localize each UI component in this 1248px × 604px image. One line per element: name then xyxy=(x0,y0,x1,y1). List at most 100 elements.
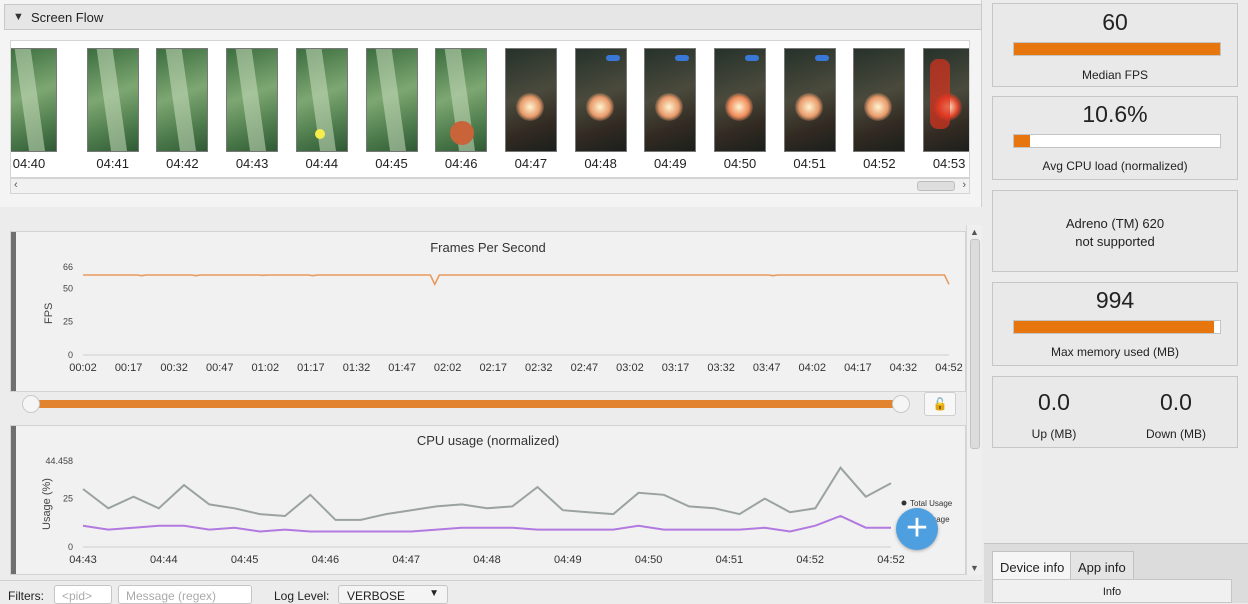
frame-timestamp: 04:43 xyxy=(235,156,269,171)
cpu-x-tick-label: 04:50 xyxy=(635,554,663,566)
scroll-right-icon[interactable]: › xyxy=(962,179,966,191)
cpu-chart-panel: CPU usage (normalized) Usage (%) 44.458 2… xyxy=(10,425,966,575)
range-lock-button[interactable]: 🔓 xyxy=(924,392,956,416)
info-column-header: Info xyxy=(992,579,1232,603)
fps-y-tick-label: 25 xyxy=(63,317,73,327)
fps-x-tick-label: 02:02 xyxy=(434,362,462,374)
cpu-legend-marker xyxy=(901,500,907,506)
fps-x-tick-label: 01:02 xyxy=(252,362,280,374)
frame-timestamp: 04:49 xyxy=(654,156,687,171)
filters-label: Filters: xyxy=(8,589,44,603)
frame-image xyxy=(783,48,836,152)
cpu-series-line xyxy=(82,514,891,533)
fps-x-tick-label: 01:47 xyxy=(388,362,416,374)
fps-x-tick-label: 02:47 xyxy=(571,362,599,374)
frame-image xyxy=(11,48,57,152)
median-fps-bar-fill xyxy=(1014,43,1220,55)
fps-y-tick-label: 50 xyxy=(63,283,73,293)
thumbnail-strip[interactable]: 04:40 04:41 04:42 04:43 04:44 04:45 04:46 04:47… xyxy=(10,40,970,178)
screen-frame-thumbnail[interactable]: 04:45 xyxy=(364,46,420,171)
avg-cpu-bar-fill xyxy=(1014,135,1031,147)
frame-timestamp: 04:52 xyxy=(863,156,896,171)
info-tabs: Device info App info Info xyxy=(984,543,1248,603)
screen-frame-thumbnail[interactable]: 04:41 xyxy=(85,46,141,171)
frame-image xyxy=(714,48,766,152)
panel-drag-handle[interactable] xyxy=(11,232,16,391)
scroll-up-icon[interactable]: ▲ xyxy=(970,227,979,237)
screen-frame-thumbnail[interactable]: 04:53 xyxy=(921,46,969,171)
median-fps-card: 60 Median FPS xyxy=(992,3,1238,87)
scrollbar-thumb[interactable] xyxy=(917,181,955,191)
frame-image xyxy=(295,48,348,152)
vertical-scrollbar[interactable]: ▲ ▼ xyxy=(966,225,982,575)
fps-x-tick-label: 03:47 xyxy=(753,362,781,374)
screen-frame-thumbnail[interactable]: 04:42 xyxy=(154,46,210,171)
max-memory-card: 994 Max memory used (MB) xyxy=(992,282,1238,366)
fps-y-tick-label: 0 xyxy=(68,350,73,360)
range-end-handle[interactable] xyxy=(892,395,910,413)
download-value: 0.0 xyxy=(1160,389,1192,415)
screen-frame-thumbnail[interactable]: 04:48 xyxy=(573,46,629,171)
avg-cpu-card: 10.6% Avg CPU load (normalized) xyxy=(992,96,1238,180)
gpu-name: Adreno (TM) 620 xyxy=(1065,216,1165,231)
range-start-handle[interactable] xyxy=(22,395,40,413)
fps-x-tick-label: 03:32 xyxy=(707,362,735,374)
cpu-x-tick-label: 04:51 xyxy=(716,554,744,566)
frame-image xyxy=(923,48,969,152)
fps-x-tick-label: 01:17 xyxy=(297,362,325,374)
screen-frame-thumbnail[interactable]: 04:44 xyxy=(294,46,350,171)
screen-frame-thumbnail[interactable]: 04:51 xyxy=(782,46,838,171)
screen-flow-header[interactable]: ▼ Screen Flow xyxy=(4,4,982,30)
cpu-x-tick-label: 04:52 xyxy=(877,554,905,566)
frame-image xyxy=(574,48,627,152)
max-memory-label: Max memory used (MB) xyxy=(1050,345,1180,359)
frame-timestamp: 04:42 xyxy=(166,156,199,171)
max-memory-value: 994 xyxy=(1095,287,1135,313)
tab-device-info[interactable]: Device info xyxy=(992,551,1073,579)
cpu-x-tick-label: 04:46 xyxy=(312,554,340,566)
fps-x-tick-label: 00:32 xyxy=(160,362,188,374)
add-icon[interactable]: + xyxy=(896,508,938,550)
horizontal-scrollbar[interactable]: ‹ › xyxy=(10,178,970,194)
scrollbar-thumb[interactable] xyxy=(970,239,980,449)
message-filter-input[interactable]: Message (regex) xyxy=(118,585,252,604)
frame-timestamp: 04:51 xyxy=(793,156,826,171)
time-range-slider[interactable] xyxy=(22,395,912,413)
screen-frame-thumbnail[interactable]: 04:50 xyxy=(712,46,768,171)
screen-frame-thumbnail[interactable]: 04:52 xyxy=(851,46,907,171)
scroll-left-icon[interactable]: ‹ xyxy=(14,179,18,191)
fps-x-tick-label: 00:17 xyxy=(115,362,143,374)
median-fps-bar xyxy=(1013,42,1221,56)
screen-frame-thumbnail[interactable]: 04:47 xyxy=(503,46,559,171)
fps-x-tick-label: 04:17 xyxy=(844,362,872,374)
fps-x-tick-label: 04:32 xyxy=(890,362,918,374)
range-track[interactable] xyxy=(32,400,894,408)
cpu-series-line xyxy=(82,466,892,521)
panel-drag-handle[interactable] xyxy=(11,426,16,574)
cpu-x-tick-label: 04:43 xyxy=(69,554,97,566)
log-level-value: VERBOSE xyxy=(347,589,406,603)
cpu-x-tick-label: 04:45 xyxy=(231,554,259,566)
frame-image xyxy=(644,48,697,152)
upload-stat: 0.0 Up (MB) xyxy=(993,377,1115,447)
frame-image xyxy=(226,48,279,152)
collapse-triangle-icon[interactable]: ▼ xyxy=(13,11,24,23)
screen-frame-thumbnail[interactable]: 04:46 xyxy=(433,46,489,171)
screen-frame-thumbnail[interactable]: 04:43 xyxy=(224,46,280,171)
frame-timestamp: 04:40 xyxy=(12,156,46,171)
download-stat: 0.0 Down (MB) xyxy=(1115,377,1237,447)
pid-filter-input[interactable]: <pid> xyxy=(54,585,112,604)
network-card: 0.0 Up (MB) 0.0 Down (MB) xyxy=(992,376,1238,448)
max-memory-bar xyxy=(1013,320,1221,334)
log-level-select[interactable]: VERBOSE ▼ xyxy=(338,585,448,604)
filter-bar: Filters: <pid> Message (regex) Log Level… xyxy=(0,580,982,604)
max-memory-bar-fill xyxy=(1014,321,1214,333)
cpu-x-tick-label: 04:44 xyxy=(150,554,178,566)
screen-frame-thumbnail[interactable]: 04:40 xyxy=(11,46,71,171)
tab-app-info[interactable]: App info xyxy=(1070,551,1134,579)
screen-frame-thumbnail[interactable]: 04:49 xyxy=(642,46,698,171)
fps-x-tick-label: 00:02 xyxy=(69,362,97,374)
cpu-y-tick-label: 25 xyxy=(63,494,73,504)
cpu-y-tick-label: 44.458 xyxy=(45,456,73,466)
scroll-down-icon[interactable]: ▼ xyxy=(970,563,979,573)
